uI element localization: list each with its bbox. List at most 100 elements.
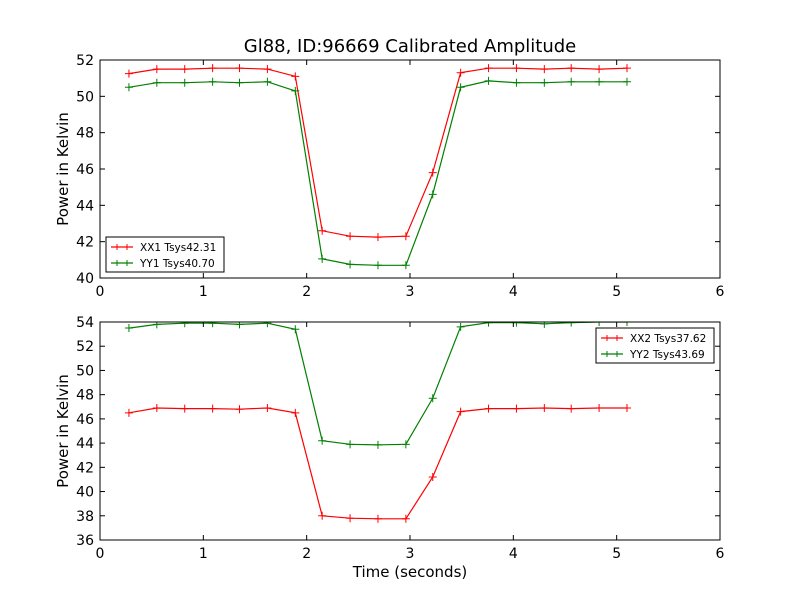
chart-1-series-1-point	[540, 65, 549, 74]
chart-2-legend-box	[595, 327, 715, 364]
chart-1-series-2-point	[346, 260, 355, 269]
chart-1-series-1-point	[484, 64, 493, 73]
chart-2-y-tick-label: 48	[76, 388, 94, 404]
chart-2-x-tick-label: 5	[612, 546, 621, 562]
chart-1-series-1-line	[128, 67, 628, 238]
chart-1-y-axis-label: Power in Kelvin	[54, 112, 72, 226]
chart-2-series-2-point	[567, 322, 576, 327]
chart-2-legend-label-1: XX2 Tsys37.62	[630, 333, 706, 345]
chart-1-y-tick-label: 50	[76, 89, 94, 105]
chart-2-series-1-line	[128, 407, 627, 520]
chart-2-series-1-point	[623, 403, 631, 412]
chart-1-series-2-point	[540, 78, 549, 87]
chart-2-series-1-point	[152, 403, 161, 412]
chart-1-series-1-point	[595, 65, 604, 74]
chart-2-series-1-point	[235, 405, 244, 414]
chart-2-series-2-point	[540, 322, 549, 328]
bottom-chart: 0 1 2 3 4 5 6 36 38 40 42 44 46 48 50 52 54 Power in Kelv…	[54, 315, 725, 581]
chart-2-series-2-point	[291, 325, 300, 334]
chart-2-x-tick-label: 4	[509, 546, 518, 562]
chart-1-series-2-point	[623, 77, 631, 86]
chart-1-y-tick-label: 40	[76, 271, 94, 287]
chart-2-series-2-point	[401, 440, 410, 449]
chart-2-x-tick-label: 0	[96, 546, 105, 562]
chart-2-y-tick-label: 40	[76, 485, 94, 501]
chart-1-legend-marker-2	[114, 260, 130, 266]
chart-2-series-1-point	[428, 473, 437, 482]
chart-2-series-2-point	[318, 436, 327, 445]
chart-1-series-1-point	[512, 64, 521, 73]
chart-2-legend-marker-2	[604, 351, 620, 357]
chart-2-y-axis-label: Power in Kelvin	[54, 374, 72, 488]
chart-1-series-2-point	[318, 254, 327, 263]
chart-2-series-2-point	[180, 322, 189, 328]
chart-1-x-tick-label: 3	[406, 284, 415, 300]
chart-1-series-2-point	[512, 78, 521, 87]
chart-2-series-1-point	[291, 408, 300, 417]
chart-2-x-tick-label: 3	[406, 546, 415, 562]
chart-1-y-tick-label: 52	[76, 53, 94, 69]
chart-2-series-2-point	[623, 322, 631, 326]
chart-2-series-2-point	[235, 322, 244, 329]
chart-2-series-1-point	[401, 514, 410, 523]
chart-1-series-2-point	[291, 86, 300, 95]
chart-1-series-1-point	[567, 64, 576, 73]
chart-2-series-2-point	[373, 440, 382, 449]
chart-1-y-tick-label: 48	[76, 126, 94, 142]
chart-2-x-tick-label: 1	[199, 546, 208, 562]
chart-2-series-1-point	[595, 403, 604, 412]
chart-1-series-1-point	[373, 233, 382, 242]
chart-2-plot-area	[124, 322, 631, 523]
chart-1-legend-label-2: YY1 Tsys40.70	[139, 258, 215, 270]
chart-1-x-tick-label: 0	[96, 284, 105, 300]
chart-1-y-tick-label: 44	[76, 198, 94, 214]
chart-2-series-2-point	[428, 394, 437, 403]
chart-1-series-2-point	[428, 190, 437, 199]
chart-2-series-1-point	[318, 511, 327, 520]
chart-2-y-tick-label: 44	[76, 436, 94, 452]
chart-1-series-2-point	[263, 77, 272, 86]
chart-1-x-tick-label: 2	[302, 284, 311, 300]
chart-2-series-1-point	[263, 403, 272, 412]
chart-2-series-1-point	[456, 407, 465, 416]
chart-1-x-tick-label: 1	[199, 284, 208, 300]
chart-2-y-tick-label: 36	[76, 533, 94, 549]
chart-2-series-2-point	[152, 322, 161, 329]
chart-1-series-1-point	[291, 72, 300, 81]
chart-1-series-1-point	[401, 232, 410, 241]
chart-2-y-tick-label: 42	[76, 460, 94, 476]
chart-1-series-1-point	[623, 64, 631, 73]
chart-1-series-1-point	[428, 168, 437, 177]
chart-1-legend-marker-1	[114, 244, 130, 250]
chart-1-series-2-point	[484, 76, 493, 85]
chart-1-series-2-point	[124, 83, 133, 92]
chart-1-series-1-point	[208, 64, 217, 73]
chart-1-series-1-point	[124, 69, 133, 78]
chart-1-series-2-point	[456, 83, 465, 92]
chart-2-series-1-point	[208, 404, 217, 413]
chart-1-series-2-point	[595, 77, 604, 86]
chart-2-series-2-point	[263, 322, 272, 328]
chart-1-series-2-point	[208, 77, 217, 86]
chart-1-series-2-point	[235, 78, 244, 87]
chart-1-x-tick-label: 6	[716, 284, 725, 300]
chart-2-y-tick-label: 50	[76, 363, 94, 379]
chart-1-plot-area	[124, 64, 631, 270]
chart-1-x-tick-label: 5	[612, 284, 621, 300]
chart-2-x-tick-label: 2	[302, 546, 311, 562]
chart-2-series-1-point	[124, 408, 133, 417]
chart-2-x-axis-label: Time (seconds)	[352, 563, 468, 581]
chart-1-legend-box	[105, 236, 225, 273]
chart-2-series-1-point	[567, 404, 576, 413]
chart-2-legend-marker-1	[604, 335, 620, 341]
chart-2-series-2-point	[124, 324, 133, 333]
chart-1-y-tick-label: 42	[76, 235, 94, 251]
chart-2-series-1-point	[512, 404, 521, 413]
chart-2-series-2-point	[595, 322, 604, 326]
chart-1-x-tick-label: 4	[509, 284, 518, 300]
chart-1-legend: XX1 Tsys42.31 YY1 Tsys40.70	[105, 236, 225, 273]
chart-2-series-1-point	[180, 404, 189, 413]
chart-2-series-1-point	[484, 404, 493, 413]
chart-1-series-1-point	[235, 64, 244, 73]
